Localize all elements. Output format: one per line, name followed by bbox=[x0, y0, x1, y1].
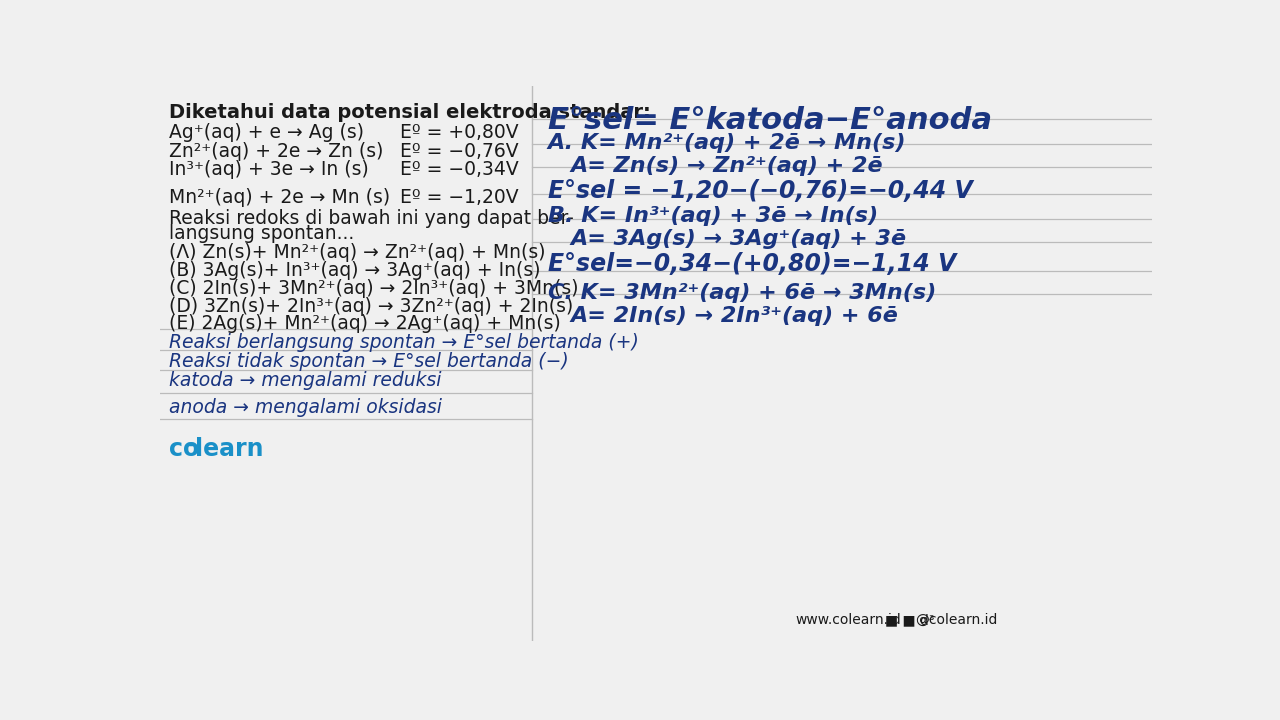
Text: E°sel= E°katoda−E°anoda: E°sel= E°katoda−E°anoda bbox=[548, 106, 992, 135]
Text: langsung spontan...: langsung spontan... bbox=[169, 224, 355, 243]
Text: B. K= In³⁺(aq) + 3ē → In(s): B. K= In³⁺(aq) + 3ē → In(s) bbox=[548, 206, 878, 226]
Text: anoda → mengalami oksidasi: anoda → mengalami oksidasi bbox=[169, 398, 443, 418]
Text: Reaksi berlangsung spontan → E°sel bertanda (+): Reaksi berlangsung spontan → E°sel berta… bbox=[169, 333, 639, 352]
Text: (C) 2In(s)+ 3Mn²⁺(aq) → 2In³⁺(aq) + 3Mn(s): (C) 2In(s)+ 3Mn²⁺(aq) → 2In³⁺(aq) + 3Mn(… bbox=[169, 279, 579, 298]
Text: Eº = +0,80V: Eº = +0,80V bbox=[401, 123, 518, 143]
Text: @colearn.id: @colearn.id bbox=[915, 613, 998, 627]
Text: C. K= 3Mn²⁺(aq) + 6ē → 3Mn(s): C. K= 3Mn²⁺(aq) + 6ē → 3Mn(s) bbox=[548, 283, 936, 302]
Text: Reaksi redoks di bawah ini yang dapat ber-: Reaksi redoks di bawah ini yang dapat be… bbox=[169, 209, 573, 228]
Text: In³⁺(aq) + 3e → In (s): In³⁺(aq) + 3e → In (s) bbox=[169, 161, 369, 179]
Text: Reaksi tidak spontan → E°sel bertanda (−): Reaksi tidak spontan → E°sel bertanda (−… bbox=[169, 352, 570, 371]
Text: Zn²⁺(aq) + 2e → Zn (s): Zn²⁺(aq) + 2e → Zn (s) bbox=[169, 142, 384, 161]
Text: A= 3Ag(s) → 3Ag⁺(aq) + 3ē: A= 3Ag(s) → 3Ag⁺(aq) + 3ē bbox=[571, 229, 906, 249]
Text: katoda → mengalami reduksi: katoda → mengalami reduksi bbox=[169, 372, 442, 390]
Text: A. K= Mn²⁺(aq) + 2ē → Mn(s): A. K= Mn²⁺(aq) + 2ē → Mn(s) bbox=[548, 132, 906, 153]
Text: (B) 3Ag(s)+ In³⁺(aq) → 3Ag⁺(aq) + In(s): (B) 3Ag(s)+ In³⁺(aq) → 3Ag⁺(aq) + In(s) bbox=[169, 261, 540, 280]
Text: learn: learn bbox=[195, 437, 264, 461]
Text: Eº = −0,76V: Eº = −0,76V bbox=[401, 142, 518, 161]
Text: Eº = −1,20V: Eº = −1,20V bbox=[401, 188, 518, 207]
Text: Diketahui data potensial elektroda standar:: Diketahui data potensial elektroda stand… bbox=[169, 104, 652, 122]
Text: E°sel = −1,20−(−0,76)=−0,44 V: E°sel = −1,20−(−0,76)=−0,44 V bbox=[548, 179, 973, 203]
Text: (D) 3Zn(s)+ 2In³⁺(aq) → 3Zn²⁺(aq) + 2In(s): (D) 3Zn(s)+ 2In³⁺(aq) → 3Zn²⁺(aq) + 2In(… bbox=[169, 297, 573, 315]
Text: co: co bbox=[169, 437, 200, 461]
Text: A= 2In(s) → 2In³⁺(aq) + 6ē: A= 2In(s) → 2In³⁺(aq) + 6ē bbox=[571, 306, 899, 326]
Text: (Λ) Zn(s)+ Mn²⁺(aq) → Zn²⁺(aq) + Mn(s): (Λ) Zn(s)+ Mn²⁺(aq) → Zn²⁺(aq) + Mn(s) bbox=[169, 243, 545, 263]
Text: www.colearn.id: www.colearn.id bbox=[795, 613, 901, 627]
Text: Eº = −0,34V: Eº = −0,34V bbox=[401, 161, 518, 179]
Text: Mn²⁺(aq) + 2e → Mn (s): Mn²⁺(aq) + 2e → Mn (s) bbox=[169, 188, 390, 207]
Text: E°sel=−0,34−(+0,80)=−1,14 V: E°sel=−0,34−(+0,80)=−1,14 V bbox=[548, 252, 956, 276]
Text: Ag⁺(aq) + e → Ag (s): Ag⁺(aq) + e → Ag (s) bbox=[169, 123, 365, 143]
Text: ■ ■ d³: ■ ■ d³ bbox=[884, 613, 934, 627]
Text: (E) 2Ag(s)+ Mn²⁺(aq) → 2Ag⁺(aq) + Mn(s): (E) 2Ag(s)+ Mn²⁺(aq) → 2Ag⁺(aq) + Mn(s) bbox=[169, 315, 561, 333]
Text: A= Zn(s) → Zn²⁺(aq) + 2ē: A= Zn(s) → Zn²⁺(aq) + 2ē bbox=[571, 156, 883, 176]
